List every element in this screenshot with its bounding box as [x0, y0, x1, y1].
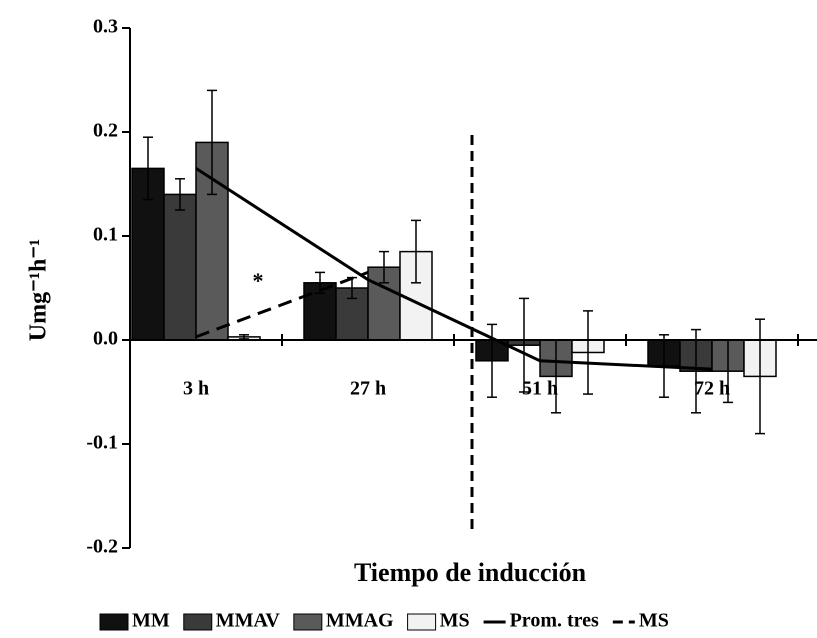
x-tick-label: 27 h — [350, 378, 386, 400]
annotation: * — [253, 268, 264, 293]
y-axis-title: Umg⁻¹h⁻¹ — [26, 239, 52, 341]
bar — [163, 193, 197, 341]
y-tick-label: 0.2 — [93, 120, 118, 142]
legend-swatch — [99, 613, 129, 631]
legend-label: MS — [639, 610, 669, 632]
legend-label: MS — [440, 610, 470, 632]
legend-label: MM — [132, 610, 170, 632]
legend-label: MMAG — [326, 610, 394, 632]
x-tick-label: 3 h — [183, 378, 209, 400]
y-tick-label: -0.2 — [86, 536, 118, 558]
line — [195, 167, 713, 371]
x-tick-label: 51 h — [522, 378, 558, 400]
legend-label: MMAV — [216, 610, 281, 632]
legend-label: Prom. tres — [510, 610, 599, 632]
legend-swatch — [183, 613, 213, 631]
y-tick-label: 0.0 — [93, 328, 118, 350]
y-tick-label: 0.3 — [93, 16, 118, 38]
legend-swatch — [407, 613, 437, 631]
legend-swatch — [293, 613, 323, 631]
line — [195, 270, 369, 339]
y-tick-label: -0.1 — [86, 432, 118, 454]
x-tick-label: 72 h — [694, 378, 730, 400]
y-tick-label: 0.1 — [93, 224, 118, 246]
x-axis-title: Tiempo de inducción — [354, 558, 587, 587]
